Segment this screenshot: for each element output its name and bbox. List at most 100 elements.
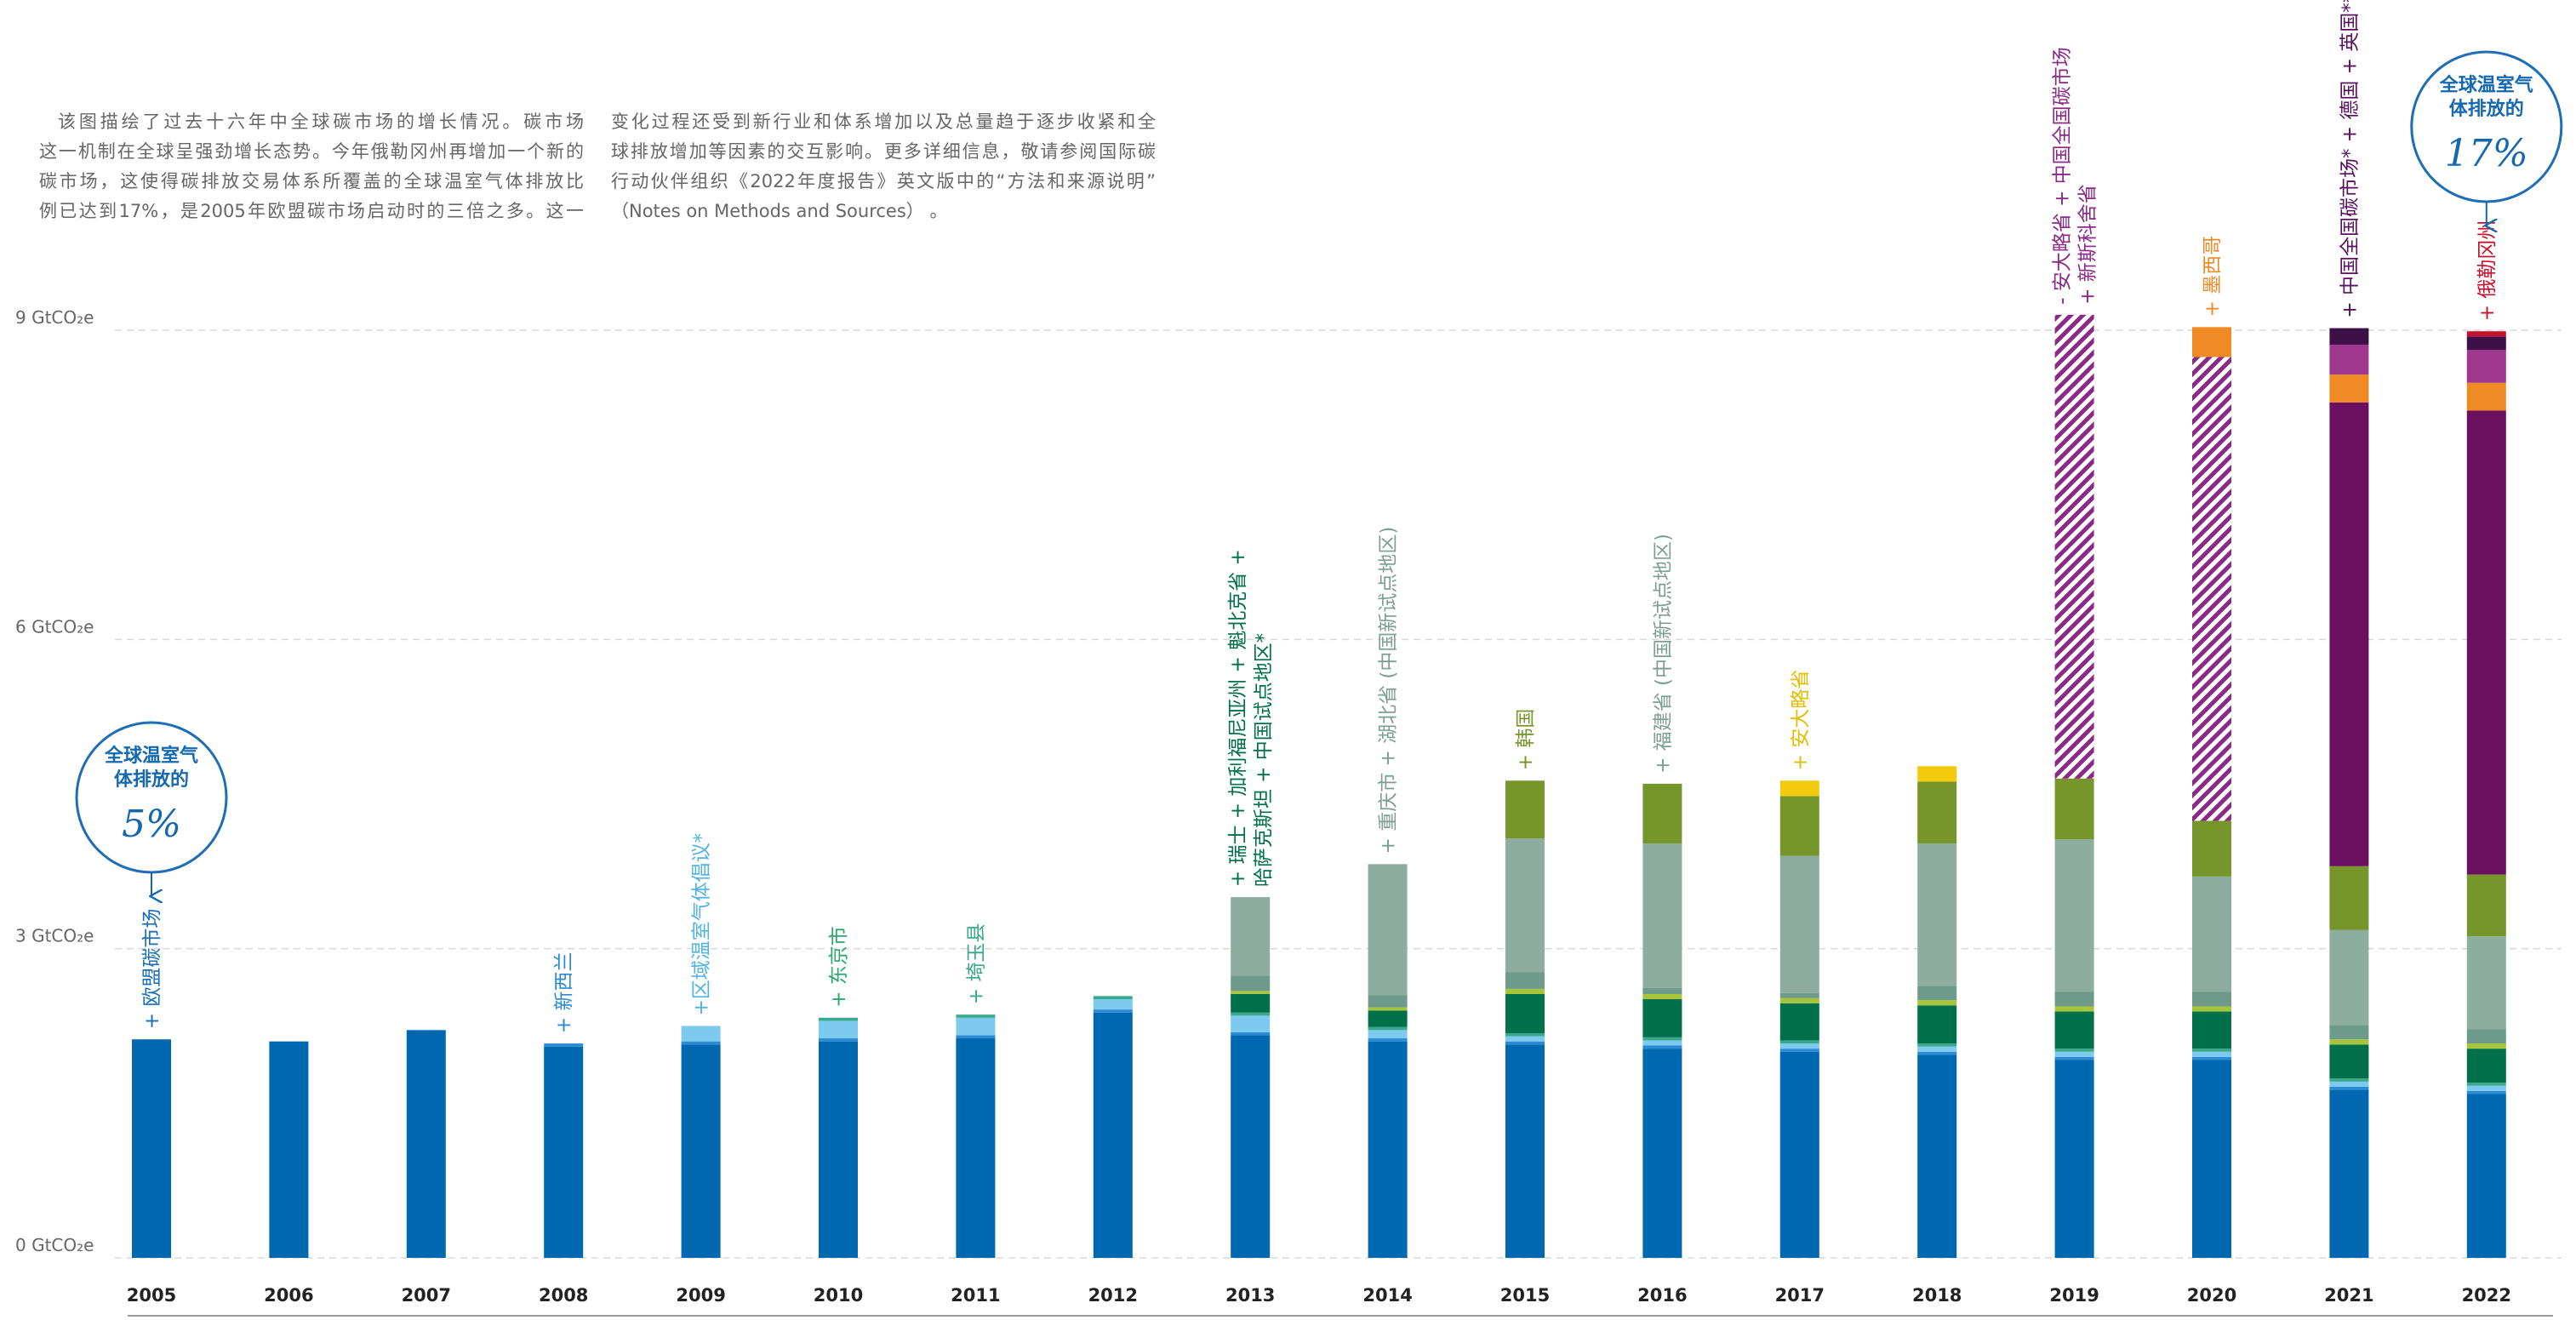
bar-segment <box>956 1017 996 1036</box>
bar-segment <box>1505 1032 1545 1037</box>
bar-segment <box>2329 1039 2369 1045</box>
bar-segment <box>544 1046 584 1258</box>
bar-segment <box>1231 1012 1271 1016</box>
description-line: 行动伙伴组织《2022年度报告》英文版中的“方法和来源说明” <box>611 171 1156 191</box>
bar-segment <box>1368 1026 1408 1031</box>
bar-segment <box>1368 1041 1408 1258</box>
annotation: + 中国全国碳市场* + 德国 + 英国** <box>2339 0 2361 318</box>
bar-segment <box>2329 1078 2369 1082</box>
bar-segment <box>2329 866 2369 930</box>
bar-segment <box>2054 314 2094 779</box>
description-line: 球排放增加等因素的交互影响。更多详细信息，敬请参阅国际碳 <box>611 141 1156 162</box>
bar-segment <box>2054 778 2094 840</box>
bar-segment <box>2192 1011 2231 1049</box>
bar-segment <box>1368 1010 1408 1027</box>
bar-segment <box>1779 780 1819 797</box>
bar-segment <box>2329 374 2369 403</box>
bar-segment <box>1505 838 1545 973</box>
bar-segment <box>1505 1044 1545 1258</box>
bar-segment <box>1917 781 1957 844</box>
description-left: 该图描绘了过去十六年中全球碳市场的增长情况。碳市场 这一机制在全球呈强劲增长态势。… <box>39 107 584 226</box>
bar-segment <box>1368 1038 1408 1042</box>
annotation: + 新斯科舍省 <box>2077 184 2099 305</box>
bar-segment <box>2466 1090 2506 1094</box>
bar-segment <box>1231 897 1271 976</box>
bar-segment <box>2329 344 2369 375</box>
bar-segment <box>1779 992 1819 998</box>
bar-segment <box>1368 1007 1408 1011</box>
bar-segment <box>2466 1083 2506 1086</box>
bar-segment <box>1093 1009 1133 1013</box>
bar-segment <box>1917 1051 1957 1055</box>
callout-text: 全球温室气 <box>104 745 198 767</box>
bar-segment <box>2329 1089 2369 1258</box>
bar-segment <box>2192 820 2231 877</box>
annotation: 哈萨克斯坦 + 中国试点地区* <box>1253 633 1275 887</box>
bar-segment <box>1779 855 1819 993</box>
bar-segment <box>1642 1049 1682 1258</box>
bar-segment <box>2054 1049 2094 1052</box>
bar-segment <box>2054 1051 2094 1057</box>
bar-segment <box>2192 1051 2231 1057</box>
bar-segment <box>1642 993 1682 1000</box>
bar-segment <box>2329 328 2369 345</box>
bar-segment <box>1093 1012 1133 1258</box>
bar-segment <box>1231 975 1271 991</box>
x-tick-label: 2012 <box>1088 1285 1138 1306</box>
bar-segment <box>1779 1043 1819 1049</box>
annotation: + 韩国 <box>1515 709 1537 771</box>
bar-segment <box>2192 1056 2231 1060</box>
y-tick-label: 6 GtCO₂e <box>15 616 94 637</box>
description-line: 这一机制在全球呈强劲增长态势。今年俄勒冈州再增加一个新的 <box>39 141 584 162</box>
bar-segment <box>1231 1015 1271 1032</box>
bar-segment <box>1505 972 1545 989</box>
annotation: + 欧盟碳市场 <box>141 909 163 1030</box>
x-tick-label: 2017 <box>1775 1285 1825 1306</box>
bar-segment <box>269 1041 309 1258</box>
bar-segment <box>2054 839 2094 992</box>
bar-segment <box>2329 1025 2369 1040</box>
bar-segment <box>956 1038 996 1258</box>
bar-segment <box>2329 1086 2369 1090</box>
annotation: + 安大略省 <box>1790 670 1812 771</box>
y-tick-label: 9 GtCO₂e <box>15 307 94 328</box>
bar-segment <box>2466 350 2506 383</box>
bar-segment <box>2466 336 2506 351</box>
callout-text: 体排放的 <box>114 769 189 791</box>
bar-segment <box>1505 1036 1545 1042</box>
annotation: + 新西兰 <box>553 951 575 1033</box>
bar-segment <box>2466 936 2506 1030</box>
bar-segment <box>1917 1043 1957 1047</box>
bar-segment <box>1368 1030 1408 1039</box>
x-tick-label: 2011 <box>951 1285 1000 1306</box>
bar-segment <box>1368 995 1408 1008</box>
x-tick-label: 2007 <box>402 1285 451 1306</box>
bar-segment <box>2054 1006 2094 1012</box>
bar-segment <box>956 1035 996 1039</box>
x-tick-label: 2008 <box>539 1285 588 1306</box>
bar-segment <box>1231 993 1271 1013</box>
bar-segment <box>2466 410 2506 875</box>
bar-segment <box>406 1030 446 1258</box>
bar-segment <box>2192 357 2231 821</box>
bar-segment <box>1779 1049 1819 1052</box>
x-tick-label: 2016 <box>1637 1285 1687 1306</box>
bar-segment <box>1779 1040 1819 1044</box>
bar-segment <box>1093 999 1133 1010</box>
bar-segment <box>132 1039 171 1258</box>
bar-segment <box>1917 1005 1957 1044</box>
bar-segment <box>2054 1060 2094 1258</box>
bar-segment <box>819 1038 858 1042</box>
bar-segment <box>2192 876 2231 992</box>
bar-segment <box>2054 1011 2094 1049</box>
description-right: 变化过程还受到新行业和体系增加以及总量趋于逐步收紧和全 球排放增加等因素的交互影响… <box>611 107 1156 226</box>
description-line: 碳市场，这使得碳排放交易体系所覆盖的全球温室气体排放比 <box>39 171 584 191</box>
bar-segment <box>2466 1049 2506 1083</box>
bar-segment <box>1642 999 1682 1037</box>
bar-segment <box>1642 1045 1682 1049</box>
x-tick-label: 2005 <box>127 1285 176 1306</box>
bar-segment <box>1093 996 1133 1000</box>
bar-segment <box>681 1026 721 1042</box>
